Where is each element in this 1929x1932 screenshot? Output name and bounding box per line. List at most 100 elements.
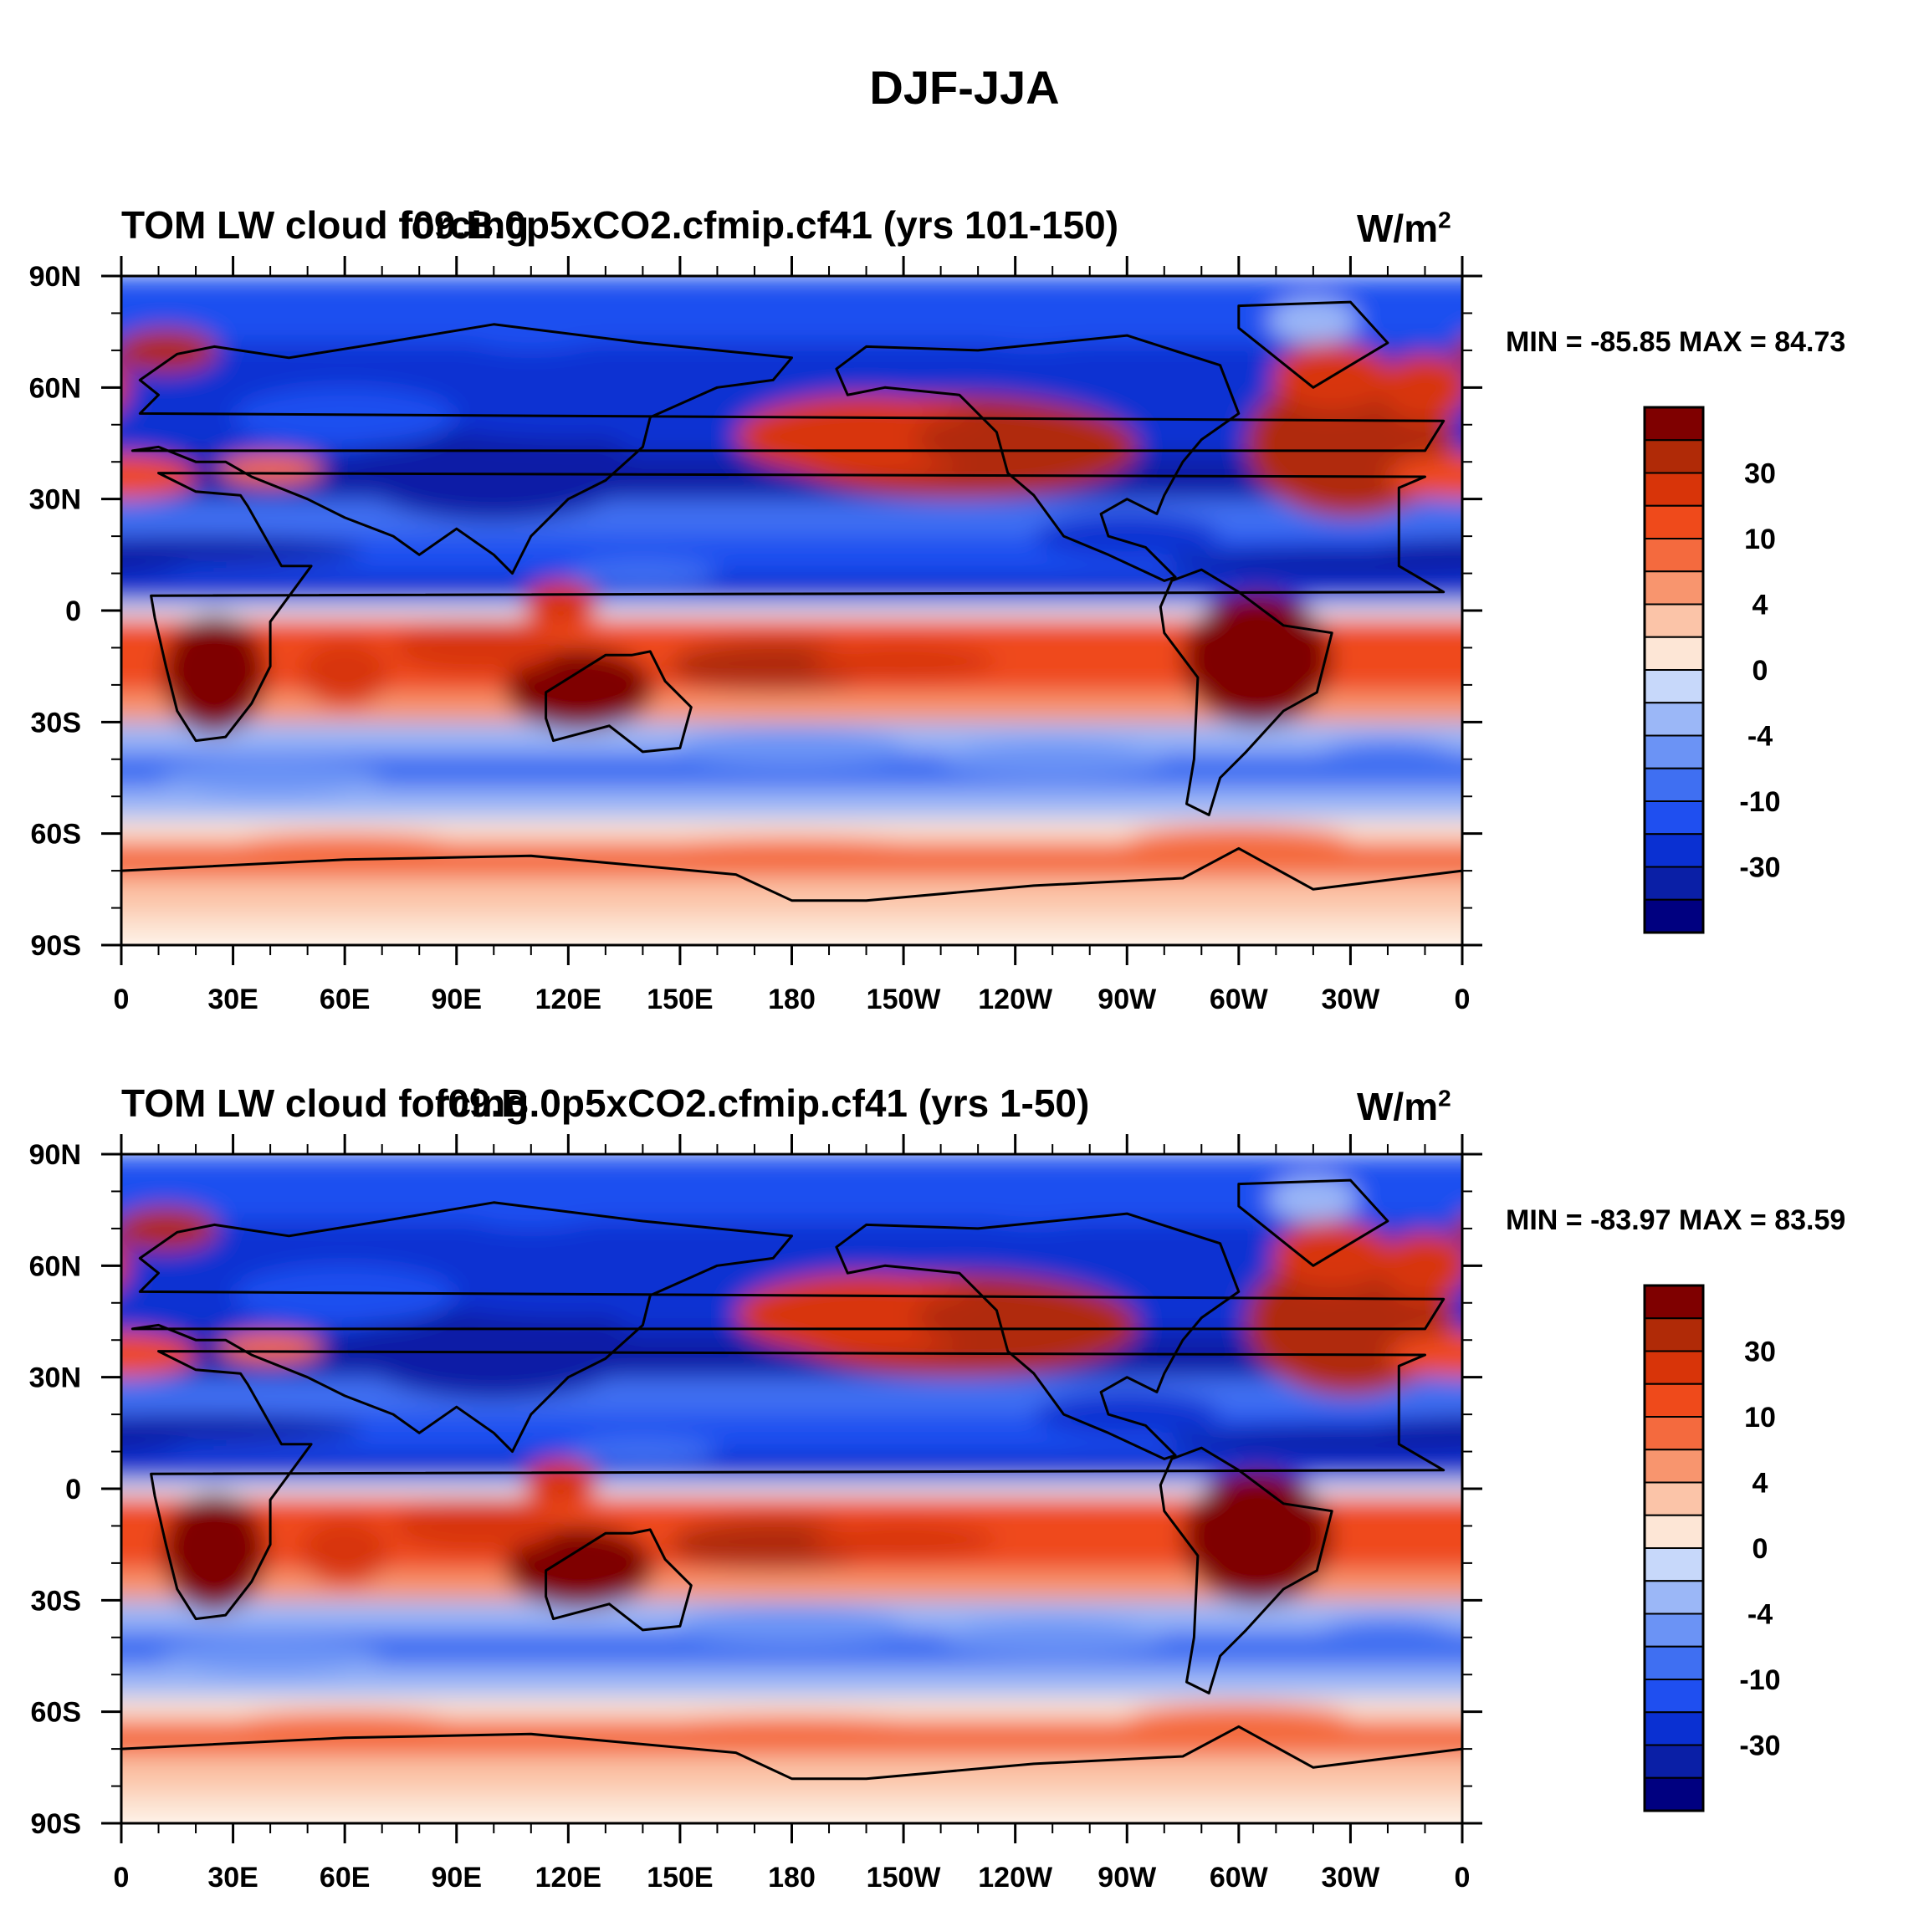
colorbar-box bbox=[1644, 1449, 1704, 1484]
y-tick-label: 30N bbox=[29, 484, 81, 516]
anomaly-region bbox=[1387, 644, 1462, 689]
anomaly-region bbox=[1455, 339, 1462, 362]
x-tick-label: 60W bbox=[1210, 1862, 1269, 1894]
anomaly-region bbox=[1127, 1704, 1351, 1735]
colorbar-box bbox=[1644, 570, 1704, 606]
anomaly-region bbox=[1033, 514, 1220, 559]
anomaly-region bbox=[121, 328, 218, 373]
y-tick-label: 0 bbox=[65, 1474, 81, 1505]
anomaly-region bbox=[624, 1715, 959, 1745]
coastlines bbox=[121, 300, 1462, 945]
colorbar-label: 10 bbox=[1744, 1402, 1776, 1434]
colorbar-label: 30 bbox=[1744, 1337, 1776, 1368]
anomaly-region bbox=[393, 1500, 557, 1552]
colorbar-box bbox=[1644, 1547, 1704, 1582]
anomaly-region bbox=[456, 1191, 606, 1229]
coastline bbox=[1159, 1446, 1333, 1694]
anomaly-region bbox=[735, 1273, 997, 1355]
coastline bbox=[150, 472, 1445, 743]
y-tick-label: 60N bbox=[29, 372, 81, 404]
anomaly-region bbox=[679, 1607, 904, 1645]
anomaly-region bbox=[1127, 825, 1351, 856]
anomaly-region bbox=[1380, 1232, 1462, 1300]
x-axis: 0 30E 60E 90E 120E 150E 180 150W 120W 90W 60W 30W 0 bbox=[114, 1134, 1471, 1894]
units-label: W/m2 bbox=[1357, 207, 1451, 250]
units-label: W/m2 bbox=[1357, 1085, 1451, 1128]
x-tick-label: 60E bbox=[320, 984, 371, 1015]
x-tick-label: 90W bbox=[1098, 984, 1157, 1015]
colorbar-box bbox=[1644, 472, 1704, 507]
colorbar-box bbox=[1644, 833, 1704, 868]
anomaly-region bbox=[914, 1291, 1079, 1344]
x-tick-label: 120W bbox=[978, 1862, 1053, 1894]
colorbar-frame bbox=[1643, 406, 1705, 934]
x-tick-label: 120E bbox=[535, 984, 601, 1015]
field-smooth bbox=[121, 276, 1462, 945]
x-tick-label: 90W bbox=[1098, 1862, 1157, 1894]
y-tick-label: 60S bbox=[31, 1697, 82, 1729]
map-plot: 0 30E 60E 90E 120E 150E 180 150W 120W 90W 60W 30W 09… bbox=[29, 1134, 1781, 1894]
anomaly-region bbox=[940, 740, 1164, 778]
y-tick-label: 90S bbox=[31, 1808, 82, 1840]
colorbar: 30 10 4 0 -4 -10 -30 bbox=[1643, 406, 1781, 934]
field-layer bbox=[121, 276, 1462, 945]
colorbar-box bbox=[1644, 734, 1704, 769]
map-panel-top: TOM LW cloud forcing f09.B.0p5xCO2.cfmip… bbox=[0, 184, 1929, 1054]
y-tick-label: 30N bbox=[29, 1362, 81, 1394]
zonal-band bbox=[121, 1377, 1462, 1416]
anomaly-region bbox=[456, 313, 606, 350]
colorbar-box bbox=[1644, 1317, 1704, 1352]
anomaly-region bbox=[1183, 1469, 1333, 1604]
anomaly-region bbox=[121, 454, 197, 499]
map-panel-bottom: TOM LW cloud forcing f09.B.0p5xCO2.cfmip… bbox=[0, 1062, 1929, 1932]
x-tick-label: 60E bbox=[320, 1862, 371, 1894]
colorbar-box bbox=[1644, 538, 1704, 573]
zonal-band bbox=[121, 1667, 1462, 1698]
anomaly-region bbox=[217, 1332, 323, 1362]
colorbar-box bbox=[1644, 1645, 1704, 1680]
anomaly-region bbox=[121, 536, 364, 566]
zonal-band bbox=[121, 603, 1462, 619]
anomaly-region bbox=[1455, 1217, 1462, 1240]
x-tick-label: 90E bbox=[432, 1862, 483, 1894]
x-tick-label: 30W bbox=[1321, 1862, 1380, 1894]
anomaly-region bbox=[1015, 617, 1164, 663]
panel-title-center: f09.B.0p5xCO2.cfmip.cf41 (yrs 101-150) bbox=[400, 203, 1119, 247]
anomaly-region bbox=[121, 369, 129, 406]
anomaly-region bbox=[810, 1522, 997, 1560]
x-tick-label: 30E bbox=[207, 1862, 258, 1894]
x-axis: 0 30E 60E 90E 120E 150E 180 150W 120W 90W 60W 30W 0 bbox=[114, 256, 1470, 1015]
x-tick-label: 0 bbox=[1455, 1862, 1471, 1894]
zonal-band bbox=[121, 498, 1462, 538]
anomaly-region bbox=[810, 644, 997, 682]
zonal-band bbox=[121, 1221, 1462, 1275]
anomaly-region bbox=[158, 1637, 382, 1675]
colorbar-box bbox=[1644, 1350, 1704, 1385]
anomaly-region bbox=[158, 759, 382, 797]
y-tick-label: 60S bbox=[31, 819, 82, 851]
anomaly-region bbox=[121, 1414, 364, 1444]
anomaly-region bbox=[959, 309, 1108, 347]
anomaly-region bbox=[523, 580, 598, 626]
anomaly-region bbox=[1033, 1392, 1220, 1437]
anomaly-region bbox=[161, 1492, 267, 1612]
figure-title: DJF-JJA bbox=[869, 61, 1060, 114]
y-tick-label: 30S bbox=[31, 1585, 82, 1617]
anomaly-region bbox=[624, 837, 959, 867]
coastline bbox=[835, 334, 1241, 582]
anomaly-region bbox=[1015, 1495, 1164, 1541]
zonal-band bbox=[121, 343, 1462, 396]
anomaly-region bbox=[1380, 354, 1462, 422]
colorbar-box bbox=[1644, 1514, 1704, 1549]
x-tick-label: 30W bbox=[1321, 984, 1380, 1015]
anomaly-region bbox=[400, 372, 736, 440]
y-tick-label: 30S bbox=[31, 707, 82, 739]
colorbar-box bbox=[1644, 1711, 1704, 1746]
anomaly-region bbox=[940, 1618, 1164, 1656]
colorbar-box bbox=[1644, 504, 1704, 539]
anomaly-region bbox=[121, 550, 196, 575]
coastlines bbox=[121, 1178, 1462, 1823]
y-tick-label: 90N bbox=[29, 1139, 81, 1171]
anomaly-region bbox=[233, 387, 457, 447]
coastline bbox=[150, 1350, 1445, 1621]
